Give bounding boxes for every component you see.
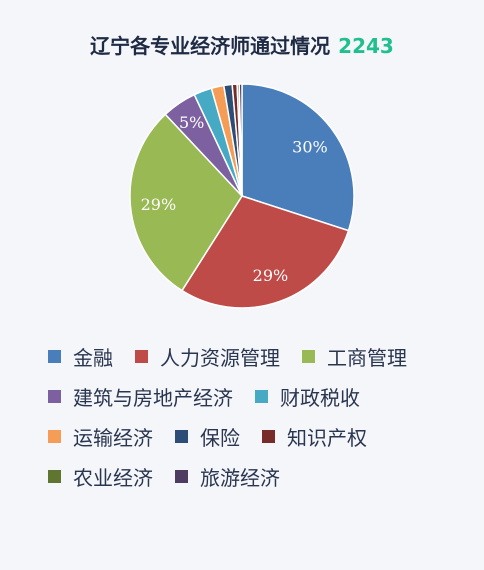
- legend-swatch: [48, 349, 61, 363]
- legend-item: 人力资源管理: [135, 342, 280, 371]
- slice-label: 30%: [292, 138, 328, 157]
- legend-swatch: [262, 429, 275, 443]
- legend-label: 人力资源管理: [160, 345, 280, 370]
- legend-label: 金融: [73, 345, 113, 370]
- legend-item: 知识产权: [262, 422, 367, 451]
- legend-swatch: [48, 389, 61, 403]
- legend-swatch: [175, 469, 188, 483]
- legend-item: 金融: [48, 342, 113, 371]
- legend-item: 农业经济: [48, 462, 153, 491]
- legend-item: 财政税收: [255, 382, 360, 411]
- slice-label: 29%: [253, 266, 289, 285]
- chart-title-text: 辽宁各专业经济师通过情况: [90, 34, 331, 58]
- pie-slice: [180, 195, 350, 309]
- legend-row: 运输经济 保险 知识产权: [48, 416, 468, 456]
- legend-swatch: [255, 389, 268, 403]
- slice-label: 29%: [141, 195, 177, 214]
- pie-slice: [129, 113, 243, 292]
- legend-row: 金融 人力资源管理 工商管理: [48, 336, 468, 376]
- legend-row: 建筑与房地产经济 财政税收: [48, 376, 468, 416]
- pie-chart: 30% 29% 29% 5%: [129, 83, 355, 309]
- legend-swatch: [302, 349, 315, 363]
- legend-swatch: [48, 469, 61, 483]
- legend-label: 农业经济: [73, 465, 153, 490]
- legend: 金融 人力资源管理 工商管理建筑与房地产经济 财政税收运输经济 保险 知识产权农业经济 旅游…: [48, 336, 468, 496]
- legend-label: 知识产权: [287, 425, 367, 450]
- legend-swatch: [175, 429, 188, 443]
- slice-label: 5%: [179, 113, 204, 132]
- legend-label: 运输经济: [73, 425, 153, 450]
- legend-label: 旅游经济: [200, 465, 280, 490]
- legend-row: 农业经济 旅游经济: [48, 456, 468, 496]
- chart-title: 辽宁各专业经济师通过情况 2243: [0, 30, 484, 59]
- legend-swatch: [135, 349, 148, 363]
- legend-item: 工商管理: [302, 342, 407, 371]
- legend-item: 保险: [175, 422, 240, 451]
- total-count: 2243: [338, 34, 394, 58]
- pie-slice: [238, 83, 243, 197]
- legend-label: 保险: [200, 425, 240, 450]
- legend-item: 旅游经济: [175, 462, 280, 491]
- legend-item: 运输经济: [48, 422, 153, 451]
- pie-slice: [241, 83, 355, 232]
- legend-swatch: [48, 429, 61, 443]
- legend-label: 工商管理: [327, 345, 407, 370]
- legend-item: 建筑与房地产经济: [48, 382, 233, 411]
- legend-label: 建筑与房地产经济: [73, 385, 233, 410]
- legend-label: 财政税收: [280, 385, 360, 410]
